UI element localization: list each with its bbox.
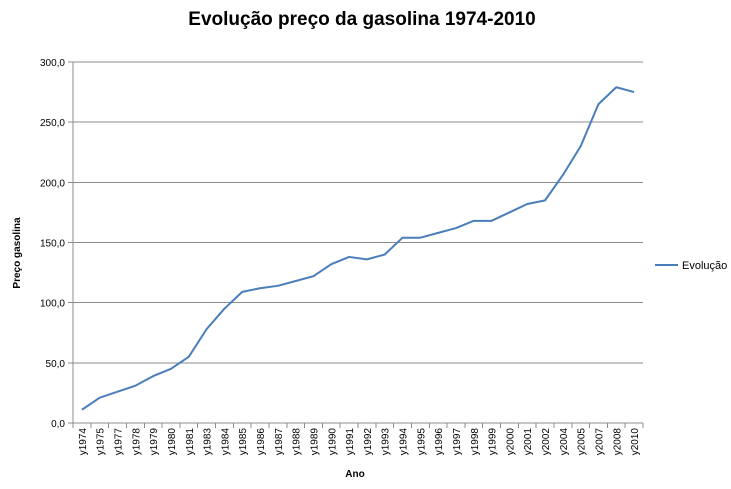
y-tick-label: 150,0 xyxy=(40,239,65,250)
x-tick-label: y1979 xyxy=(149,428,160,456)
x-tick-label: y1999 xyxy=(488,428,499,456)
x-tick-label: y1983 xyxy=(203,428,214,456)
gridlines xyxy=(68,61,643,424)
x-tick-label: y1991 xyxy=(345,428,356,456)
x-tick-label: y2000 xyxy=(505,428,516,456)
legend: Evolução xyxy=(655,260,727,272)
y-tick-label: 300,0 xyxy=(40,58,65,69)
x-tick-label: y2002 xyxy=(541,428,552,456)
y-axis-label: Preço gasolina xyxy=(12,217,23,289)
x-tick-label: y1996 xyxy=(434,428,445,456)
x-tick-label: y1985 xyxy=(238,428,249,456)
x-tick-label: y1992 xyxy=(363,428,374,456)
x-tick-label: y1989 xyxy=(309,428,320,456)
x-tick-label: y1981 xyxy=(185,428,196,456)
x-tick-label: y1998 xyxy=(470,428,481,456)
y-axis-ticks: 0,0 50,0 100,0 150,0 200,0 250,0 300,0 xyxy=(40,58,65,430)
y-tick-label: 200,0 xyxy=(40,178,65,189)
y-tick-label: 50,0 xyxy=(46,359,66,370)
x-tick-label: y1990 xyxy=(327,428,338,456)
x-tick-label: y1974 xyxy=(78,428,89,456)
series-line-evolucao xyxy=(81,86,635,411)
y-tick-label: 100,0 xyxy=(40,299,65,310)
x-tick-label: y1988 xyxy=(292,428,303,456)
x-tick-label: y2010 xyxy=(630,428,641,456)
y-tick-label: 0,0 xyxy=(51,419,65,430)
x-tick-label: y2008 xyxy=(612,428,623,456)
x-tick-label: y1987 xyxy=(274,428,285,456)
chart-title: Evolução preço da gasolina 1974-2010 xyxy=(188,9,535,30)
y-tick-label: 250,0 xyxy=(40,118,65,129)
x-tick-label: y1984 xyxy=(220,428,231,456)
x-tick-label: y1993 xyxy=(381,428,392,456)
x-tick-label: y1977 xyxy=(114,428,125,456)
x-axis-label: Ano xyxy=(345,469,364,480)
x-tick-label: y2005 xyxy=(577,428,588,456)
x-tick-label: y2001 xyxy=(523,428,534,456)
x-tick-label: y1997 xyxy=(452,428,463,456)
x-tick-label: y1980 xyxy=(167,428,178,456)
x-tick-label: y2007 xyxy=(594,428,605,456)
legend-label: Evolução xyxy=(682,260,727,272)
x-tick-label: y2004 xyxy=(559,428,570,456)
x-tick-label: y1986 xyxy=(256,428,267,456)
x-tick-label: y1994 xyxy=(399,428,410,456)
x-tick-label: y1975 xyxy=(96,428,107,456)
x-tick-label: y1978 xyxy=(131,428,142,456)
x-axis-ticks: y1974 y1975 y1977 y1978 y1979 y1980 y1981 y1983… xyxy=(72,423,644,456)
x-tick-label: y1995 xyxy=(416,428,427,456)
